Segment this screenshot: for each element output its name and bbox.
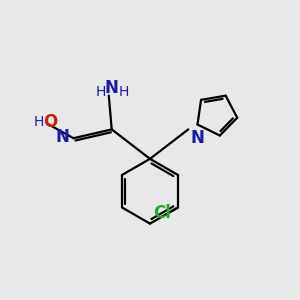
Text: N: N	[55, 128, 69, 146]
Text: Cl: Cl	[153, 204, 171, 222]
Text: N: N	[190, 129, 204, 147]
Text: H: H	[34, 115, 44, 129]
Text: H: H	[95, 85, 106, 99]
Text: N: N	[104, 79, 118, 97]
Text: H: H	[118, 85, 129, 99]
Text: O: O	[44, 113, 58, 131]
